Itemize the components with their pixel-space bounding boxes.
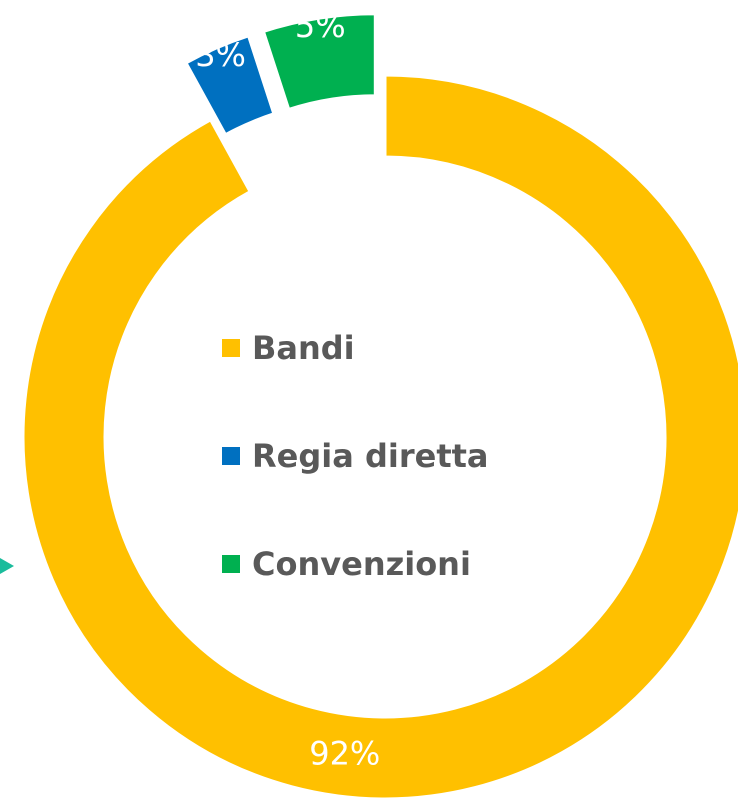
legend-label: Convenzioni — [252, 545, 471, 583]
legend-label: Bandi — [252, 329, 355, 367]
donut-slice — [183, 33, 276, 137]
data-label: 3% — [195, 36, 246, 74]
donut-slice — [21, 73, 738, 801]
legend-swatch — [222, 447, 240, 465]
legend-label: Regia diretta — [252, 437, 489, 475]
arrow-decoration — [0, 558, 14, 574]
legend-swatch — [222, 339, 240, 357]
data-label: 92% — [309, 734, 380, 772]
legend-swatch — [222, 555, 240, 573]
donut-slice — [261, 12, 377, 112]
data-label: 5% — [295, 7, 346, 45]
